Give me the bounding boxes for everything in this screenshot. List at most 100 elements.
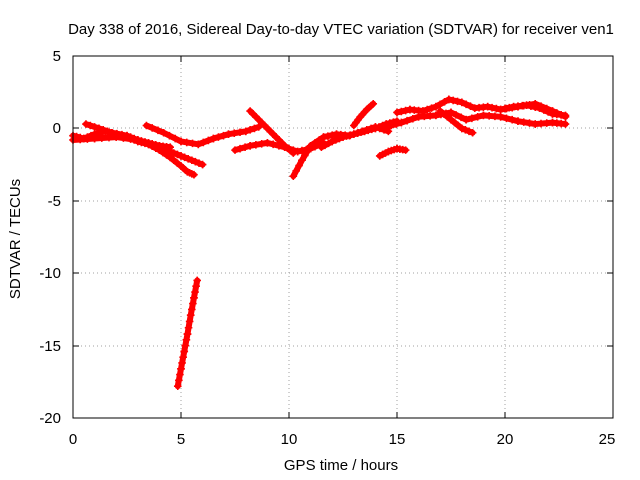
- arc-11-marker-7-1: [488, 103, 496, 112]
- arc-06-marker-3-2: [289, 146, 298, 154]
- arc-08-marker-4-0: [360, 127, 369, 136]
- arc-15-marker-0-2: [176, 370, 184, 379]
- arc-12-marker-5-2: [473, 113, 482, 121]
- arc-11-marker-3-0: [432, 102, 440, 111]
- arc-15-marker-1-2: [179, 353, 187, 361]
- arc-15-marker-4-0: [186, 311, 195, 319]
- arc-11-marker-4-2: [453, 97, 462, 106]
- arc-06-marker-0-1: [236, 144, 244, 153]
- arc-13-group: [436, 107, 477, 137]
- arc-03-marker-1-1: [98, 134, 106, 142]
- arc-12-marker-10-3: [561, 120, 570, 128]
- arc-02-marker-1-0: [95, 124, 103, 133]
- arc-03-marker-1-2: [105, 133, 113, 142]
- arc-04-marker-5-0: [224, 130, 233, 138]
- arc-04-marker-5-2: [236, 128, 244, 137]
- arc-04-marker-2-1: [182, 138, 191, 147]
- arc-02-marker-0-0: [82, 120, 90, 128]
- arc-02-marker-1-1: [99, 126, 108, 134]
- y-ticks-group: 5 0 -5 -10 -15 -20: [39, 48, 613, 427]
- arc-05-marker-2-0: [263, 124, 272, 133]
- arc-06-marker-1-1: [252, 141, 260, 149]
- arc-04-marker-2-0: [177, 137, 185, 146]
- arc-03-marker-4-2: [152, 141, 160, 149]
- arc-15-marker-2-2: [182, 336, 191, 344]
- arc-02-marker-0-2: [90, 123, 99, 131]
- arc-15-marker-0-0: [173, 382, 182, 390]
- arc-04-marker-4-0: [209, 134, 218, 143]
- arc-12-marker-7-2: [508, 115, 516, 124]
- arc-03-marker-4-1: [148, 140, 156, 148]
- arc-07-marker-2-0: [306, 141, 315, 150]
- arc-06-marker-1-2: [257, 140, 266, 148]
- arc-03-marker-0-2: [83, 135, 92, 143]
- arc-05-marker-0-2: [252, 113, 260, 121]
- arc-04-marker-6-0: [242, 127, 250, 136]
- arc-12-group: [382, 108, 570, 131]
- series-layer: [69, 95, 570, 390]
- arc-11-marker-2-0: [419, 107, 427, 115]
- arc-13-marker-0-1: [440, 110, 448, 118]
- arc-11-marker-0-0: [393, 108, 401, 117]
- arc-07-marker-2-2: [315, 136, 324, 144]
- arc-11-marker-0-2: [401, 106, 410, 115]
- arc-14-marker-3-1: [553, 109, 561, 117]
- arc-05-marker-2-2: [269, 130, 277, 138]
- arc-07-marker-3-2: [328, 131, 336, 139]
- arc-09-line: [352, 102, 375, 127]
- arc-12-marker-7-0: [496, 113, 505, 121]
- arc-13-marker-2-3: [468, 128, 477, 137]
- arc-14-marker-3-2: [557, 111, 565, 119]
- x-tick-label-10: 10: [281, 431, 298, 448]
- arc-08-marker-2-2: [346, 131, 354, 139]
- arc-04-marker-6-2: [250, 124, 259, 133]
- arc-03-marker-3-1: [137, 137, 146, 145]
- arc-12-marker-5-1: [468, 114, 476, 123]
- x-ticks-group: 0 5 10 15 20 25: [69, 56, 615, 448]
- arc-03-marker-2-2: [126, 135, 135, 143]
- arc-01-marker-9-1: [170, 156, 178, 165]
- arc-10-marker-1-1: [387, 146, 396, 155]
- arc-11-marker-2-2: [427, 104, 436, 112]
- arc-15-marker-5-2: [192, 282, 200, 291]
- arc-06-marker-3-1: [285, 144, 293, 153]
- arc-12-marker-8-1: [519, 118, 528, 126]
- arc-07-marker-0-0: [289, 172, 298, 180]
- arc-08-marker-2-1: [342, 132, 351, 140]
- arc-07-marker-1-1: [301, 151, 309, 160]
- arc-12-marker-4-0: [447, 108, 455, 117]
- arc-06-marker-1-0: [246, 141, 254, 150]
- arc-03-group: [69, 133, 174, 152]
- arc-03-marker-4-0: [144, 139, 153, 147]
- arc-12-marker-1-2: [409, 114, 417, 123]
- arc-12-marker-0-2: [392, 120, 401, 128]
- arc-06-marker-0-2: [241, 143, 249, 152]
- arc-11-marker-5-2: [466, 102, 475, 110]
- arc-07-marker-3-1: [324, 132, 332, 140]
- arc-11-marker-4-0: [445, 95, 453, 104]
- x-tick-label-5: 5: [177, 431, 185, 448]
- y-tick-label--15: -15: [39, 338, 61, 355]
- plot-frame: [72, 55, 614, 419]
- y-tick-label--5: -5: [48, 193, 61, 210]
- arc-04-marker-6-1: [246, 126, 254, 134]
- arc-12-marker-0-1: [387, 121, 396, 130]
- arc-15-marker-5-0: [190, 294, 198, 302]
- arc-12-marker-4-1: [452, 111, 460, 119]
- arc-15-marker-4-2: [189, 299, 197, 308]
- y-tick-label--10: -10: [39, 265, 61, 282]
- arc-04-marker-1-0: [159, 128, 168, 137]
- arc-05-marker-0-0: [246, 107, 254, 115]
- arc-04-marker-0-1: [148, 124, 156, 132]
- arc-08-marker-2-0: [339, 133, 347, 141]
- x-tick-label-20: 20: [497, 431, 514, 448]
- arc-13-marker-0-2: [443, 113, 452, 121]
- arc-14-marker-0-0: [496, 105, 505, 114]
- arc-08-marker-4-1: [364, 126, 372, 135]
- arc-12-marker-1-0: [397, 118, 406, 127]
- arc-14-marker-0-2: [508, 103, 516, 112]
- arc-14-marker-3-3: [561, 113, 570, 121]
- arc-02-marker-9-3: [198, 160, 207, 169]
- arc-14-group: [496, 99, 570, 121]
